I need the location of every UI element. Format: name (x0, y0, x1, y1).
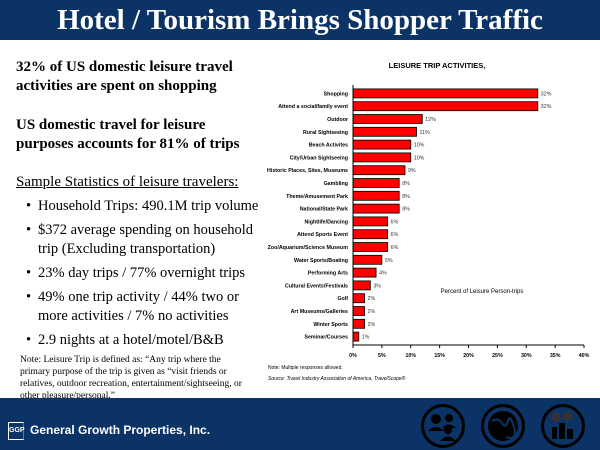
bar (352, 165, 406, 176)
data-label: 3% (373, 283, 381, 289)
category-label: Shopping (324, 91, 348, 97)
x-tick-label: 15% (434, 353, 445, 359)
left-text-panel: 32% of US domestic leisure travel activi… (16, 58, 266, 355)
bar (352, 267, 377, 278)
data-label: 8% (402, 207, 410, 213)
data-label: 9% (408, 168, 416, 174)
category-label: Zoo/Aquarium/Science Museum (268, 245, 349, 251)
stat-item: 23% day trips / 77% overnight trips (26, 264, 266, 283)
bar (352, 101, 539, 112)
stats-heading: Sample Statistics of leisure travelers: (16, 174, 239, 190)
category-label: Attend a social/family event (278, 104, 348, 110)
city-icon (541, 404, 585, 448)
category-label: Performing Arts (308, 271, 348, 277)
leisure-trip-chart: LEISURE TRIP ACTIVITIES, Percent of Leis… (267, 61, 590, 382)
company-logo: GGP General Growth Properties, Inc. (8, 422, 210, 440)
category-label: Outdoor (327, 117, 348, 123)
bar (352, 331, 360, 342)
category-label: Rural Sightseeing (303, 130, 348, 136)
bar (352, 254, 383, 265)
category-label: Historic Places, Sites, Museums (267, 168, 348, 174)
data-label: 10% (414, 155, 425, 161)
bar (352, 190, 400, 201)
x-tick-label: 40% (579, 353, 590, 359)
category-label: Golf (337, 296, 348, 302)
stat-item: Household Trips: 490.1M trip volume (26, 197, 266, 216)
bar (352, 280, 371, 291)
ggp-logo-mark: GGP (8, 422, 25, 440)
data-label: 32% (541, 104, 552, 110)
bar (352, 139, 412, 150)
company-name: General Growth Properties, Inc. (30, 423, 211, 438)
bar (352, 306, 365, 316)
bar (352, 216, 389, 227)
chart-title: LEISURE TRIP ACTIVITIES, (389, 61, 486, 70)
leisure-trip-note: Note: Leisure Trip is defined as: “Any t… (20, 355, 242, 401)
category-label: Beach Activites (309, 143, 348, 149)
category-label: Water Sports/Boating (294, 258, 348, 264)
bar (352, 318, 365, 329)
bar (352, 203, 400, 214)
x-tick-label: 10% (405, 353, 416, 359)
stat-item: 2.9 nights at a hotel/motel/B&B (26, 331, 266, 350)
bar (352, 88, 539, 99)
x-axis-label: Percent of Leisure Person-trips (441, 289, 524, 295)
stat-item: 49% one trip activity / 44% two or more … (26, 288, 266, 326)
bar (352, 126, 417, 137)
data-label: 1% (362, 335, 370, 341)
data-label: 12% (425, 117, 436, 123)
category-label: City/Urban Sightseeing (290, 155, 348, 161)
data-label: 8% (402, 181, 410, 187)
bar (352, 152, 412, 163)
x-tick-label: 35% (550, 353, 561, 359)
data-label: 6% (391, 232, 399, 238)
globe-icon (481, 404, 525, 448)
footer-band: GGP General Growth Properties, Inc. (0, 398, 600, 450)
bar (352, 178, 400, 188)
x-tick-label: 5% (378, 353, 386, 359)
x-tick-label: 0% (349, 353, 357, 359)
stat-item: $372 average spending on household trip … (26, 221, 266, 259)
category-label: Attend Sports Event (297, 232, 348, 238)
category-label: Gambling (324, 181, 348, 187)
category-label: Cultural Events/Festivals (285, 283, 348, 289)
chart-note: Note: Multiple responses allowed. (268, 365, 343, 371)
people-icon (421, 404, 465, 448)
x-tick-label: 30% (521, 353, 532, 359)
x-tick-label: 25% (492, 353, 503, 359)
category-label: National/State Park (300, 207, 348, 213)
data-label: 2% (368, 322, 376, 328)
headline-shopping: 32% of US domestic leisure travel activi… (16, 59, 233, 94)
category-label: Art Museums/Galleries (291, 309, 348, 315)
data-label: 5% (385, 258, 393, 264)
category-label: Winter Sports (313, 322, 348, 328)
chart-source: Source: Travel Industry Association of A… (268, 375, 406, 382)
data-label: 10% (414, 143, 425, 149)
data-label: 6% (391, 245, 399, 251)
bar (352, 114, 423, 124)
stats-list: Household Trips: 490.1M trip volume $372… (16, 197, 266, 350)
bar (352, 242, 389, 252)
x-tick-label: 20% (463, 353, 474, 359)
bar (352, 293, 365, 304)
category-label: Theme/Amusement Park (286, 194, 348, 200)
category-label: Seminar/Courses (304, 335, 348, 341)
headline-leisure: US domestic travel for leisure purposes … (16, 117, 240, 152)
slide-title: Hotel / Tourism Brings Shopper Traffic (0, 0, 600, 40)
data-label: 6% (391, 219, 399, 225)
data-label: 4% (379, 271, 387, 277)
data-label: 11% (420, 130, 430, 136)
data-label: 8% (402, 194, 410, 200)
data-label: 2% (368, 296, 376, 302)
data-label: 2% (368, 309, 376, 315)
category-label: Nightlife/Dancing (304, 219, 348, 225)
bar (352, 229, 389, 240)
data-label: 32% (541, 91, 552, 97)
